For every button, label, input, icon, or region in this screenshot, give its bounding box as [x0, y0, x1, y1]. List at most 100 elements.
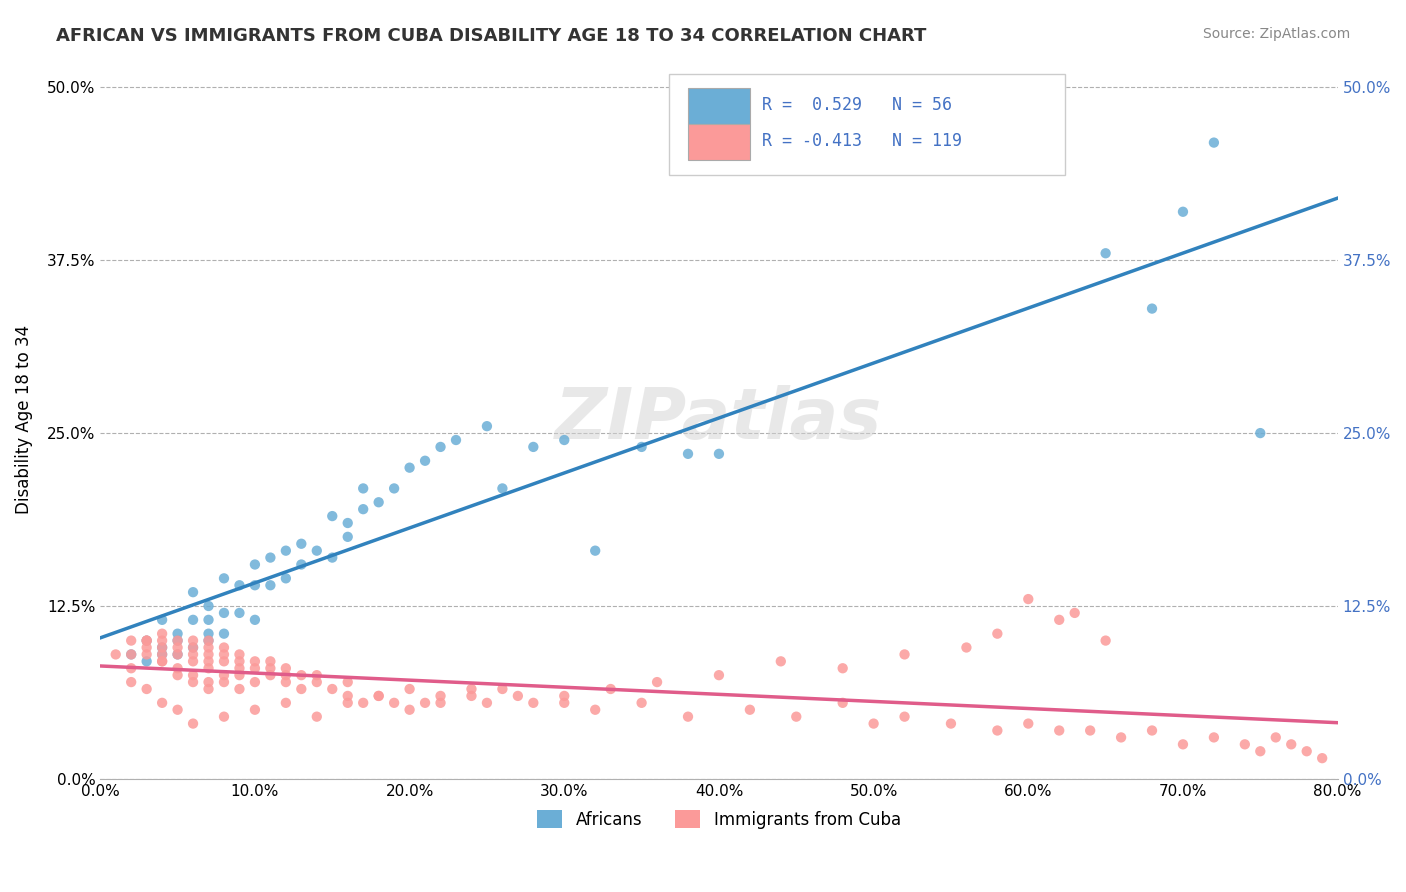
- Point: [243, 675, 266, 690]
- Point: [259, 550, 281, 565]
- Point: [243, 578, 266, 592]
- Point: [321, 681, 343, 696]
- Point: [259, 578, 281, 592]
- Point: [367, 495, 389, 509]
- Point: [738, 703, 761, 717]
- Point: [135, 633, 157, 648]
- Point: [166, 661, 188, 675]
- Point: [522, 440, 544, 454]
- Point: [986, 626, 1008, 640]
- Point: [1310, 751, 1333, 765]
- Point: [382, 696, 405, 710]
- Point: [460, 681, 482, 696]
- Point: [630, 696, 652, 710]
- Point: [228, 578, 250, 592]
- Y-axis label: Disability Age 18 to 34: Disability Age 18 to 34: [15, 325, 32, 514]
- FancyBboxPatch shape: [688, 88, 749, 124]
- Point: [135, 681, 157, 696]
- Point: [290, 558, 312, 572]
- Point: [893, 709, 915, 723]
- Point: [166, 703, 188, 717]
- Point: [321, 509, 343, 524]
- Point: [336, 696, 359, 710]
- Point: [135, 633, 157, 648]
- Point: [181, 654, 204, 668]
- Point: [120, 661, 142, 675]
- Point: [197, 599, 219, 613]
- Point: [228, 648, 250, 662]
- Point: [212, 648, 235, 662]
- Point: [1233, 737, 1256, 751]
- Point: [939, 716, 962, 731]
- Point: [181, 648, 204, 662]
- Point: [429, 440, 451, 454]
- Point: [785, 709, 807, 723]
- Point: [352, 696, 374, 710]
- Point: [367, 689, 389, 703]
- Point: [707, 447, 730, 461]
- Point: [228, 606, 250, 620]
- Point: [831, 696, 853, 710]
- Point: [197, 640, 219, 655]
- Point: [212, 606, 235, 620]
- Point: [413, 454, 436, 468]
- Point: [506, 689, 529, 703]
- Point: [1202, 136, 1225, 150]
- Point: [228, 661, 250, 675]
- Point: [274, 543, 297, 558]
- Point: [150, 654, 173, 668]
- Text: R = -0.413   N = 119: R = -0.413 N = 119: [762, 132, 962, 150]
- Point: [212, 640, 235, 655]
- Point: [1017, 716, 1039, 731]
- Point: [352, 482, 374, 496]
- Point: [150, 633, 173, 648]
- Point: [1295, 744, 1317, 758]
- Point: [197, 648, 219, 662]
- Point: [150, 648, 173, 662]
- Point: [955, 640, 977, 655]
- Text: ZIPatlas: ZIPatlas: [555, 384, 883, 454]
- Point: [553, 433, 575, 447]
- Point: [1094, 633, 1116, 648]
- Point: [259, 661, 281, 675]
- Point: [150, 648, 173, 662]
- Point: [599, 681, 621, 696]
- Point: [290, 668, 312, 682]
- Point: [1140, 301, 1163, 316]
- Point: [645, 675, 668, 690]
- Point: [181, 668, 204, 682]
- Point: [831, 661, 853, 675]
- Point: [212, 571, 235, 585]
- Point: [104, 648, 127, 662]
- Point: [243, 661, 266, 675]
- Point: [197, 633, 219, 648]
- Point: [553, 696, 575, 710]
- Point: [197, 626, 219, 640]
- Point: [274, 661, 297, 675]
- Point: [336, 530, 359, 544]
- Point: [491, 681, 513, 696]
- Point: [197, 654, 219, 668]
- Point: [352, 502, 374, 516]
- Point: [305, 675, 328, 690]
- Point: [1109, 731, 1132, 745]
- Point: [120, 633, 142, 648]
- Point: [166, 633, 188, 648]
- Point: [212, 675, 235, 690]
- Point: [1140, 723, 1163, 738]
- Point: [305, 709, 328, 723]
- Point: [150, 613, 173, 627]
- Point: [120, 648, 142, 662]
- Point: [382, 482, 405, 496]
- Text: R =  0.529   N = 56: R = 0.529 N = 56: [762, 96, 952, 114]
- Point: [150, 640, 173, 655]
- Point: [1171, 204, 1194, 219]
- Point: [336, 689, 359, 703]
- Point: [181, 585, 204, 599]
- Point: [181, 640, 204, 655]
- Point: [429, 696, 451, 710]
- Point: [212, 654, 235, 668]
- Point: [1047, 613, 1070, 627]
- Point: [460, 689, 482, 703]
- Point: [1249, 426, 1271, 441]
